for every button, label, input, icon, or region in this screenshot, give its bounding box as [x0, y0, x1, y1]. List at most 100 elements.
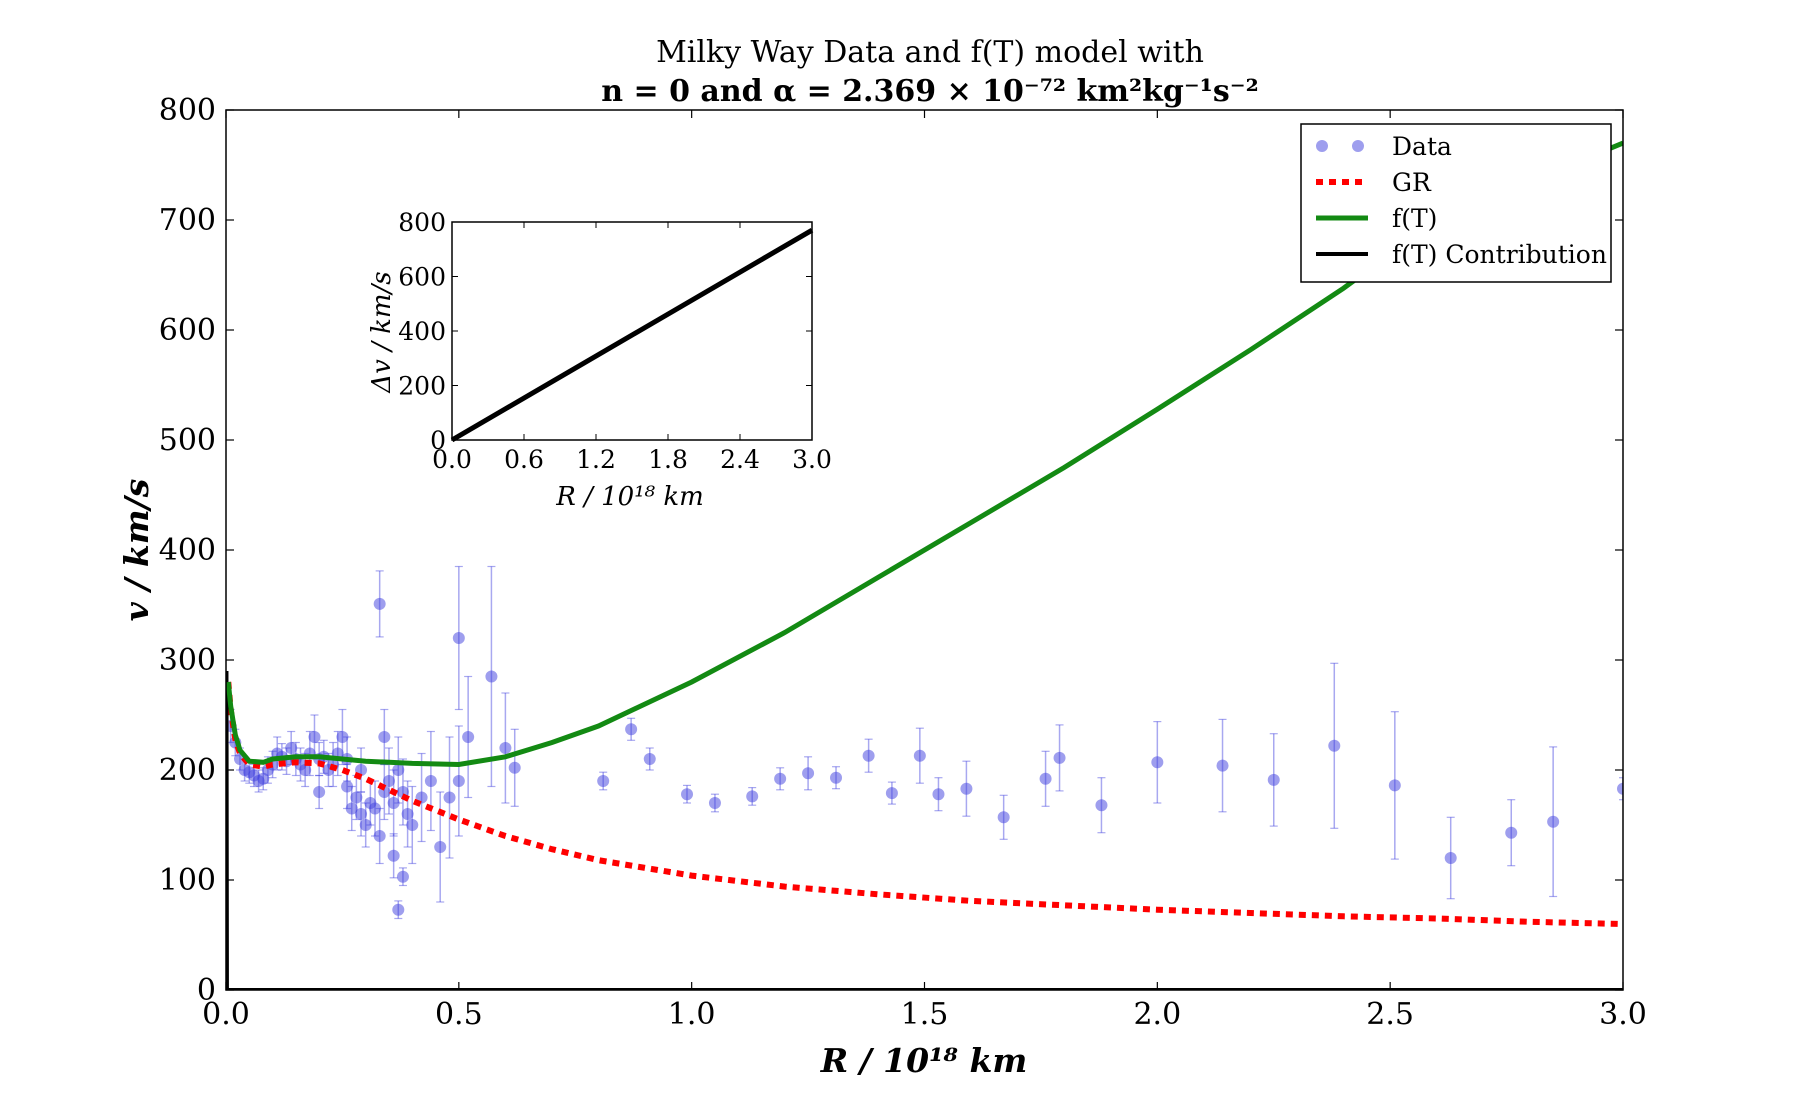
inset-contribution-line	[450, 228, 814, 443]
y-tick-label: 200	[159, 753, 216, 788]
inset-y-tick-label: 200	[398, 372, 446, 401]
data-point	[382, 775, 395, 787]
data-point	[1328, 739, 1341, 752]
data-point	[285, 742, 298, 754]
gr-curve	[226, 681, 1623, 927]
data-point	[708, 797, 721, 809]
data-point	[387, 849, 400, 862]
legend-label-data: Data	[1392, 132, 1452, 161]
y-tick-label: 100	[159, 863, 216, 898]
data-point	[1039, 772, 1052, 785]
legend-label-contribution: f(T) Contribution	[1392, 240, 1607, 269]
x-tick-label: 2.0	[1133, 997, 1181, 1032]
data-point	[508, 761, 521, 774]
data-point	[257, 772, 270, 785]
data-point	[401, 808, 414, 820]
data-point	[452, 632, 465, 644]
legend-label-gr: GR	[1392, 168, 1432, 197]
inset-x-axis-label: R / 10¹⁸ km	[555, 482, 703, 512]
data-point	[746, 790, 759, 803]
data-point	[462, 731, 475, 743]
data-point	[387, 797, 400, 809]
y-tick-label: 300	[159, 643, 216, 678]
y-tick-label: 700	[159, 203, 216, 238]
legend-entry-gr: GR	[1316, 168, 1432, 197]
y-tick-label: 400	[159, 533, 216, 568]
legend-data-marker	[1316, 140, 1328, 152]
data-point	[308, 731, 321, 743]
data-point	[392, 903, 405, 916]
y-axis-label: v / km/s	[117, 479, 156, 622]
data-point	[396, 870, 409, 883]
data-point	[1216, 759, 1229, 772]
legend-entry-ft: f(T)	[1316, 204, 1437, 233]
data-point	[597, 775, 610, 787]
data-point	[1505, 826, 1518, 839]
inset-x-tick-label: 2.4	[720, 445, 760, 474]
data-point	[643, 753, 656, 765]
data-point	[313, 786, 326, 798]
legend: Data GR f(T) f(T) Contribution	[1300, 123, 1612, 283]
legend-entry-data: Data	[1316, 132, 1452, 161]
main-plot: 0.0 0.5 1.0 1.5 2.0 2.5 3.0 0 100 200 300 400 500 60…	[159, 93, 1647, 1032]
data-point	[424, 775, 437, 787]
data-point	[499, 742, 512, 754]
data-point	[452, 775, 465, 787]
data-point	[1267, 773, 1280, 786]
data-point	[932, 788, 945, 801]
ft-contribution-curve	[226, 670, 1623, 990]
data-point	[1617, 782, 1623, 795]
data-point	[378, 731, 391, 743]
inset-y-tick-label: 600	[398, 263, 446, 292]
inset-x-tick-label: 1.8	[648, 445, 688, 474]
legend-label-ft: f(T)	[1392, 204, 1437, 233]
inset-y-tick-label: 800	[398, 208, 446, 237]
x-tick-label: 3.0	[1599, 997, 1647, 1032]
x-tick-label: 0.0	[202, 997, 250, 1032]
inset-x-tick-label: 0.6	[504, 445, 544, 474]
data-point	[1444, 852, 1457, 864]
data-point	[885, 787, 898, 800]
data-point	[443, 791, 456, 804]
inset-y-tick-label: 0	[430, 426, 446, 455]
data-point	[345, 802, 358, 815]
data-point	[1053, 751, 1066, 764]
inset-x-tick-label: 1.2	[576, 445, 616, 474]
x-tick-label: 0.5	[435, 997, 483, 1032]
inset-chart: 0.0 0.6 1.2 1.8 2.4 3.0 0 200 400 600 800 R / 10¹…	[367, 208, 832, 512]
data-point	[299, 764, 312, 776]
y-tick-label: 800	[159, 93, 216, 128]
data-point	[960, 782, 973, 795]
x-axis-label: R / 10¹⁸ km	[820, 1041, 1028, 1080]
data-point	[355, 808, 368, 820]
data-point	[373, 597, 386, 610]
chart-title-line2: n = 0 and α = 2.369 × 10⁻⁷² km²kg⁻¹s⁻²	[601, 74, 1258, 109]
inset-y-tick-label: 400	[398, 317, 446, 346]
chart-title-line1: Milky Way Data and f(T) model with	[656, 35, 1204, 70]
data-point	[997, 811, 1010, 824]
data-point	[434, 841, 447, 853]
y-tick-label: 0	[197, 973, 216, 1008]
data-point	[625, 723, 638, 736]
data-point	[1095, 799, 1108, 812]
data-point	[336, 731, 349, 743]
legend-entry-contribution: f(T) Contribution	[1316, 240, 1607, 269]
x-tick-label: 2.5	[1366, 997, 1414, 1032]
x-tick-label: 1.5	[901, 997, 949, 1032]
inset-y-axis-label: Δv / km/s	[367, 271, 397, 393]
data-point	[681, 788, 694, 801]
legend-data-marker	[1352, 140, 1364, 152]
data-point	[485, 670, 498, 683]
data-point	[774, 772, 787, 785]
data-point	[406, 819, 419, 831]
data-point	[350, 791, 363, 804]
data-point	[1547, 815, 1560, 828]
data-point	[341, 780, 354, 793]
data-point	[373, 830, 386, 842]
y-tick-label: 500	[159, 423, 216, 458]
data-point	[1151, 756, 1164, 769]
data-point	[369, 802, 382, 815]
ft-curve	[226, 140, 1623, 768]
data-point	[1388, 779, 1401, 792]
